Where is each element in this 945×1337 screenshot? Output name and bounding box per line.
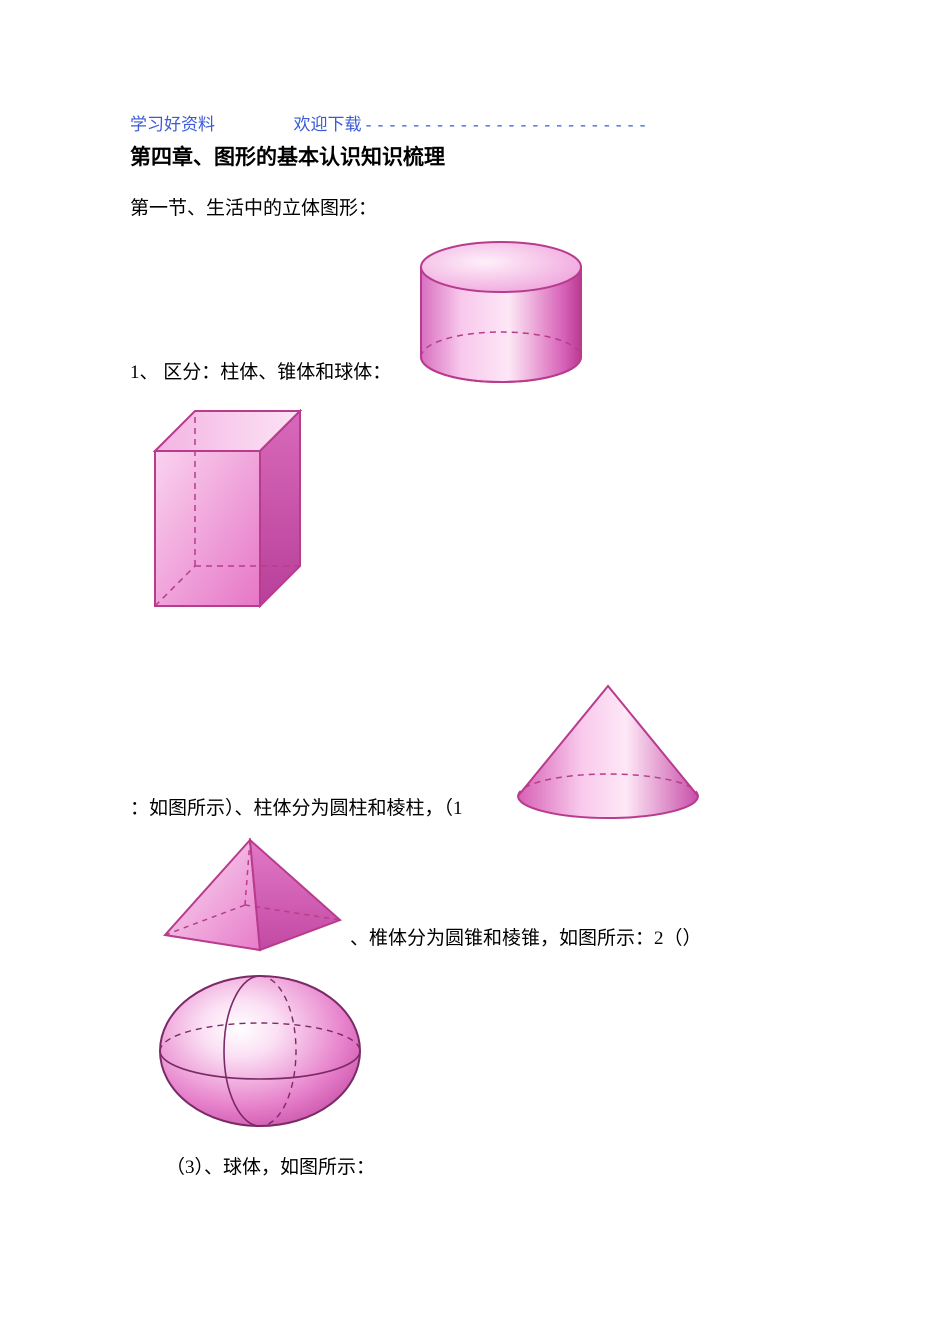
- item1-label: 1、 区分：柱体、锥体和球体：: [130, 357, 391, 384]
- text-line-2: ：如图所示）、柱体分为圆柱和棱柱，（1: [130, 793, 463, 820]
- row-distinguish: 1、 区分：柱体、锥体和球体：: [130, 232, 815, 392]
- cylinder-icon: [401, 232, 601, 392]
- row-prism-text: ：如图所示）、柱体分为圆柱和棱柱，（1: [130, 676, 815, 826]
- text-line-3: 、椎体分为圆锥和棱锥，如图所示：2（）: [350, 923, 702, 950]
- pyramid-figure: [150, 830, 350, 960]
- header-dashes: - - - - - - - - - - - - - - - - - - - - …: [366, 115, 647, 134]
- cone-icon: [503, 676, 713, 826]
- cylinder-figure: [401, 232, 601, 392]
- row-pyramid: 、椎体分为圆锥和棱锥，如图所示：2（）: [130, 830, 815, 960]
- cone-figure: [503, 676, 713, 826]
- document-page: 学习好资料 欢迎下载 - - - - - - - - - - - - - - -…: [0, 0, 945, 1239]
- header-line: 学习好资料 欢迎下载 - - - - - - - - - - - - - - -…: [130, 110, 815, 135]
- pyramid-icon: [150, 830, 350, 960]
- section-title: 第一节、生活中的立体图形：: [130, 193, 815, 220]
- row-cuboid: [130, 396, 815, 616]
- chapter-title: 第四章、图形的基本认识知识梳理: [130, 141, 815, 171]
- sphere-icon: [150, 966, 370, 1136]
- row-sphere: [150, 966, 815, 1136]
- header-text-1: 学习好资料: [130, 115, 215, 134]
- cuboid-icon: [130, 396, 320, 616]
- header-text-2: 欢迎下载: [294, 115, 362, 134]
- text-line-4: （3）、球体，如图所示：: [130, 1152, 815, 1179]
